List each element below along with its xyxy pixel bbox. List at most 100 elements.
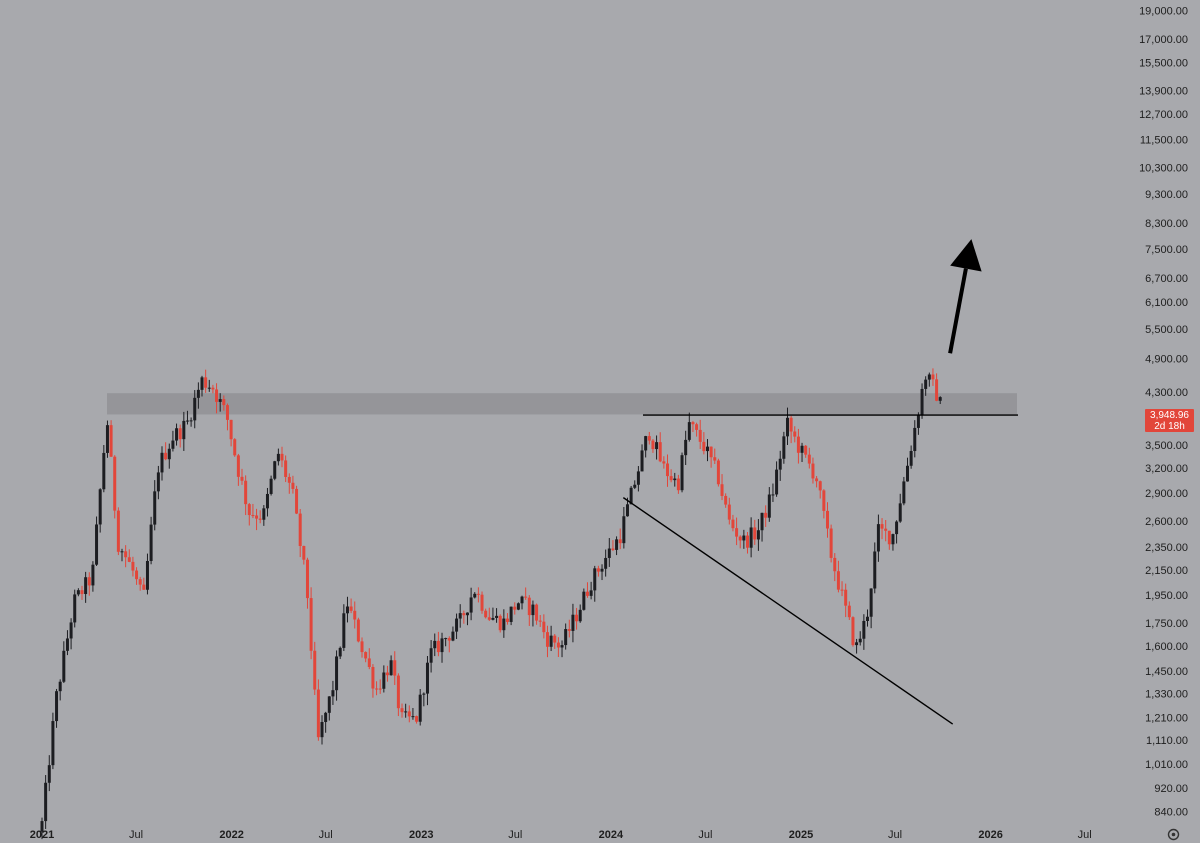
candle-body	[938, 397, 942, 401]
candle-body	[65, 638, 69, 651]
candle-body	[273, 461, 277, 479]
candle	[185, 410, 189, 425]
candle	[175, 423, 179, 446]
candle-body	[596, 568, 600, 572]
candle-body	[858, 638, 862, 643]
candle	[542, 614, 546, 639]
candle-body	[833, 557, 837, 572]
candle	[189, 417, 193, 427]
candle-body	[287, 476, 291, 483]
candle	[269, 475, 273, 496]
candle-body	[775, 469, 779, 495]
candle-body	[495, 615, 499, 618]
candle	[545, 625, 549, 658]
candle	[335, 650, 339, 701]
candle-body	[491, 617, 495, 620]
candle-body	[327, 696, 331, 713]
candle-body	[360, 641, 364, 653]
x-axis-tick-label: Jul	[698, 829, 712, 841]
last-price-tag: 3,948.96 2d 18h	[1145, 409, 1194, 432]
candle	[640, 444, 644, 472]
candle-body	[909, 450, 913, 466]
bar-countdown: 2d 18h	[1154, 421, 1185, 432]
candle-body	[313, 650, 317, 690]
candle-body	[193, 397, 197, 421]
x-axis-tick-label: 2024	[599, 829, 624, 841]
candle	[338, 646, 342, 660]
candle-body	[476, 593, 480, 595]
candle	[665, 454, 669, 487]
candle-body	[465, 612, 469, 616]
candle-body	[280, 453, 284, 461]
x-axis-tick-label: Jul	[508, 829, 522, 841]
candle	[404, 703, 408, 718]
candle-body	[771, 494, 775, 496]
candle-body	[229, 419, 233, 440]
candle	[240, 468, 244, 485]
candle	[775, 461, 779, 497]
candle-body	[95, 524, 99, 565]
y-axis-tick-label: 11,500.00	[1140, 134, 1188, 146]
candle-body	[705, 446, 709, 452]
candle-body	[520, 596, 524, 604]
candle-body	[618, 539, 622, 544]
candle	[124, 545, 128, 568]
candle-body	[389, 660, 393, 676]
candle	[705, 439, 709, 462]
candle	[364, 651, 368, 663]
candle-body	[531, 604, 535, 616]
candle-body	[404, 711, 408, 713]
candle-body	[895, 521, 899, 535]
candle-body	[713, 457, 717, 461]
candle	[247, 503, 251, 526]
candle-body	[487, 617, 491, 620]
candle-body	[167, 448, 171, 460]
candle-body	[349, 606, 353, 611]
candle	[396, 673, 400, 717]
candle	[793, 426, 797, 443]
candle-body	[105, 425, 109, 453]
candle-body	[447, 638, 451, 641]
candle-body	[113, 456, 117, 511]
candle	[509, 606, 513, 626]
candle-body	[738, 536, 742, 541]
candle-body	[545, 632, 549, 647]
candle	[145, 553, 149, 595]
gear-icon[interactable]	[1167, 828, 1180, 841]
candle	[887, 530, 891, 550]
candle-body	[440, 638, 444, 653]
candle	[142, 577, 146, 590]
candle	[47, 755, 51, 792]
candle	[735, 517, 739, 546]
candle	[796, 428, 800, 464]
candle	[324, 711, 328, 733]
x-axis-tick-label: 2022	[219, 829, 243, 841]
candle-body	[855, 642, 859, 646]
candle	[207, 379, 211, 392]
candle	[578, 604, 582, 623]
candle-body	[47, 765, 51, 783]
candle-body	[182, 420, 186, 440]
candle	[244, 475, 248, 516]
y-axis-tick-label: 10,300.00	[1139, 163, 1188, 175]
candle-body	[818, 481, 822, 491]
candle-body	[607, 548, 611, 558]
candle	[585, 582, 589, 598]
candle-body	[807, 454, 811, 464]
candle-body	[731, 519, 735, 529]
candle-body	[345, 606, 349, 614]
candle	[865, 609, 869, 627]
candle-body	[829, 528, 833, 558]
candle-body	[455, 618, 459, 632]
candle	[513, 602, 517, 615]
candle	[647, 431, 651, 445]
candle	[571, 603, 575, 643]
candle	[305, 557, 309, 609]
candle	[516, 602, 520, 611]
candle	[920, 383, 924, 419]
candle-body	[255, 515, 259, 519]
candle-body	[335, 656, 339, 691]
candle	[749, 517, 753, 558]
candle	[422, 692, 426, 707]
